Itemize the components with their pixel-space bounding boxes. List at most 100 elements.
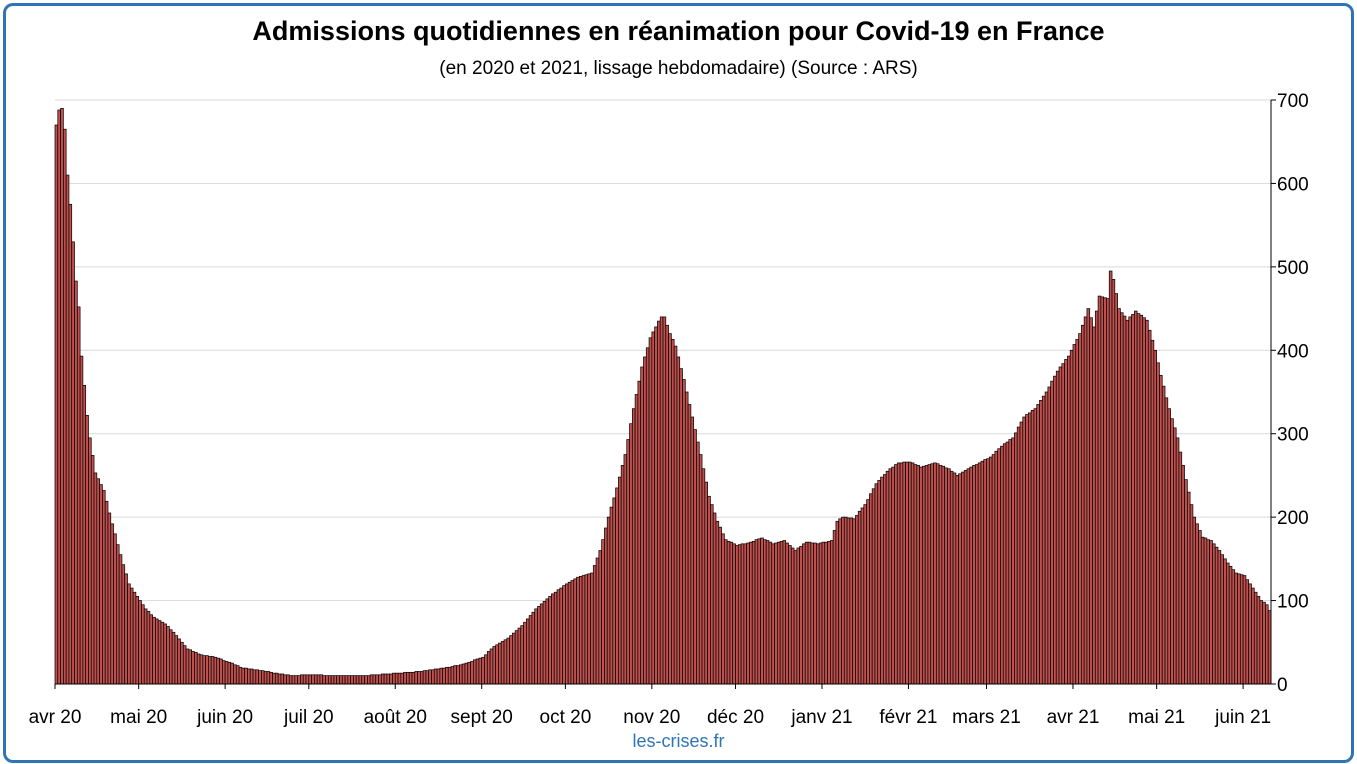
bar	[230, 662, 234, 685]
y-tick-label: 400	[1277, 341, 1309, 362]
bar	[291, 675, 296, 685]
bar	[339, 675, 343, 685]
bar	[696, 441, 700, 685]
bar	[1067, 355, 1071, 685]
bar	[403, 671, 407, 685]
bar	[938, 465, 943, 685]
bar	[392, 672, 396, 685]
bar	[888, 468, 893, 685]
watermark: les-crises.fr	[632, 731, 725, 751]
bar	[793, 550, 798, 685]
bar	[1251, 587, 1255, 685]
bar	[294, 675, 298, 685]
bar	[684, 391, 689, 685]
bar	[606, 516, 611, 685]
bar	[330, 675, 335, 685]
bar	[459, 664, 463, 685]
bar	[191, 651, 195, 685]
bar	[414, 671, 418, 685]
bar	[626, 439, 630, 685]
bar	[1239, 574, 1244, 685]
bar	[810, 542, 814, 685]
bar	[102, 490, 106, 685]
bar	[710, 504, 714, 685]
bar	[238, 666, 243, 685]
bar	[645, 347, 650, 685]
bar	[754, 539, 759, 685]
bar	[916, 465, 920, 685]
bar	[99, 484, 103, 685]
bar	[721, 533, 725, 685]
bar	[177, 638, 181, 685]
bar	[417, 671, 421, 685]
bar	[729, 541, 734, 685]
bar	[406, 671, 410, 685]
bar	[1002, 443, 1007, 685]
bar	[765, 540, 770, 685]
bar	[1228, 566, 1233, 685]
bar	[637, 380, 642, 685]
bar	[353, 675, 357, 685]
bar	[531, 611, 536, 685]
bar	[194, 651, 198, 685]
bar	[166, 626, 170, 685]
bar	[380, 673, 385, 685]
bar	[180, 641, 184, 685]
bar	[771, 543, 775, 685]
bar	[1083, 316, 1088, 685]
bar	[760, 537, 764, 685]
bar	[562, 585, 566, 685]
bar	[1025, 414, 1029, 685]
bar	[1206, 539, 1210, 685]
bar	[135, 596, 140, 685]
bar	[523, 621, 527, 685]
bar	[966, 468, 971, 685]
bar	[604, 527, 608, 685]
bar	[347, 675, 351, 685]
bar	[341, 675, 346, 685]
bar	[205, 655, 209, 685]
bar	[615, 487, 619, 685]
bar	[297, 675, 301, 685]
bar	[618, 476, 622, 685]
bar	[397, 672, 402, 685]
bar	[776, 541, 781, 685]
bar	[1200, 536, 1205, 685]
bar	[919, 466, 923, 685]
bar	[1186, 491, 1191, 685]
bar	[743, 543, 748, 685]
bar	[367, 675, 371, 685]
bar	[1055, 370, 1060, 685]
bar	[601, 539, 605, 685]
bar	[1181, 465, 1185, 685]
bar	[813, 542, 817, 685]
bar	[657, 320, 661, 685]
bar	[1223, 558, 1227, 685]
bar	[704, 481, 708, 685]
bar	[1173, 427, 1177, 685]
bar	[1069, 349, 1074, 685]
bar	[807, 541, 812, 685]
bar	[1167, 408, 1171, 685]
bar	[283, 674, 287, 685]
bar	[1078, 333, 1082, 685]
bar	[400, 672, 404, 685]
bar	[235, 665, 240, 685]
bar	[790, 547, 795, 685]
bar	[146, 611, 151, 685]
bar	[1217, 550, 1222, 685]
bar	[726, 540, 731, 685]
bar	[263, 671, 268, 685]
bar	[796, 547, 801, 685]
bar	[210, 656, 215, 685]
bar	[763, 539, 767, 685]
bar	[592, 565, 597, 685]
bar	[578, 576, 583, 685]
bar	[1189, 504, 1194, 685]
bar	[902, 461, 906, 685]
bar	[595, 557, 600, 685]
bar	[671, 339, 675, 685]
bar	[1089, 317, 1093, 685]
bar	[447, 666, 452, 685]
